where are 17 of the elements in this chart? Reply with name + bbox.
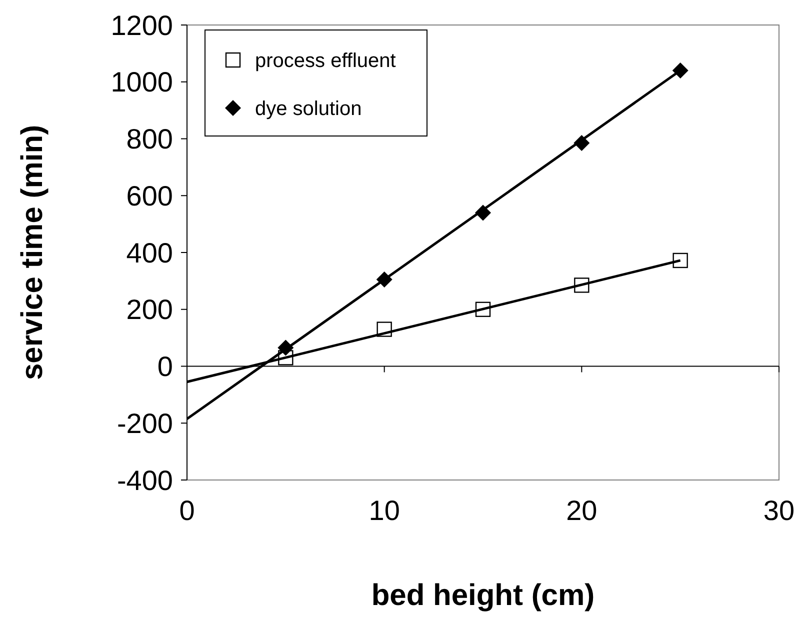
y-tick-label: 1200 <box>110 10 173 41</box>
x-axis-title: bed height (cm) <box>371 579 595 612</box>
y-tick-label: 1000 <box>110 66 173 98</box>
x-tick-label: 0 <box>179 495 195 526</box>
y-tick-label: 0 <box>157 351 173 382</box>
y-tick-label: 400 <box>126 237 173 268</box>
x-tick-label: 20 <box>566 495 598 526</box>
x-tick-label: 10 <box>368 495 400 526</box>
y-tick-label: 600 <box>126 180 173 212</box>
y-tick-label: -400 <box>116 464 173 496</box>
legend-label: process effluent <box>255 50 396 72</box>
y-axis-title: service time (min) <box>16 124 49 380</box>
legend-label: dye solution <box>255 98 362 120</box>
x-tick-label: 30 <box>763 495 795 526</box>
y-tick-label: -200 <box>116 408 173 439</box>
y-tick-label: 800 <box>126 124 173 155</box>
y-tick-label: 200 <box>126 294 173 326</box>
